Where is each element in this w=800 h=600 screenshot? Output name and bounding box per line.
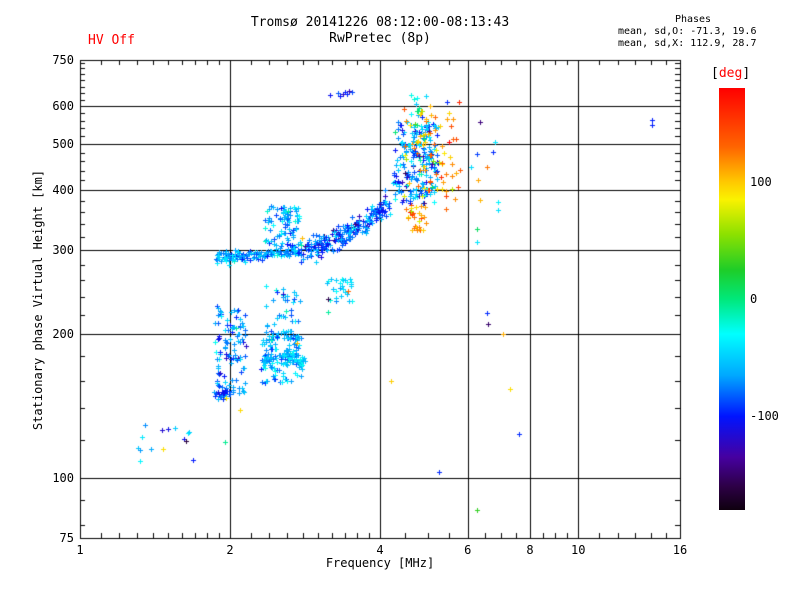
colorbar-bracket-open: [ — [711, 66, 719, 81]
plot-subtitle: RwPretec (8p) — [329, 31, 431, 46]
phase-colorbar — [719, 88, 745, 510]
colorbar-unit-label: [deg] — [711, 66, 750, 81]
colorbar-tick-label: 100 — [750, 174, 772, 189]
x-axis-label: Frequency [MHz] — [325, 556, 435, 570]
phase-stats-o-mode: mean, sd,O: -71.3, 19.6 — [618, 26, 757, 37]
colorbar-unit-text: deg — [718, 66, 743, 81]
y-tick-label: 100 — [52, 471, 74, 486]
x-tick-label: 2 — [226, 543, 234, 557]
x-tick-label: 16 — [672, 543, 688, 557]
y-tick-label: 300 — [52, 243, 74, 258]
phase-stats-block: Phases mean, sd,O: -71.3, 19.6 mean, sd,… — [618, 14, 790, 50]
colorbar-bracket-close: ] — [742, 66, 751, 81]
x-tick-label: 8 — [526, 543, 534, 557]
colorbar-tick-label: -100 — [750, 409, 779, 424]
y-axis-label: Stationary phase Virtual Height [km] — [31, 169, 45, 431]
y-tick-label: 75 — [59, 531, 74, 545]
y-tick-label: 500 — [52, 137, 74, 152]
y-tick-label: 200 — [52, 327, 74, 342]
phase-stats-x-mode: mean, sd,X: 112.9, 28.7 — [618, 38, 757, 49]
colorbar-tick-label: 0 — [750, 292, 758, 306]
plot-title: Tromsø 20141226 08:12:00-08:13:43 — [250, 15, 510, 30]
x-tick-label: 6 — [464, 543, 472, 557]
x-tick-label: 4 — [376, 543, 384, 557]
hv-status-label: HV Off — [88, 33, 135, 48]
y-tick-label: 400 — [52, 183, 74, 198]
y-tick-label: 600 — [52, 99, 74, 114]
x-tick-label: 1 — [76, 543, 84, 557]
phase-stats-heading: Phases — [674, 14, 712, 25]
y-tick-label: 750 — [52, 53, 74, 67]
x-tick-label: 10 — [571, 543, 586, 557]
